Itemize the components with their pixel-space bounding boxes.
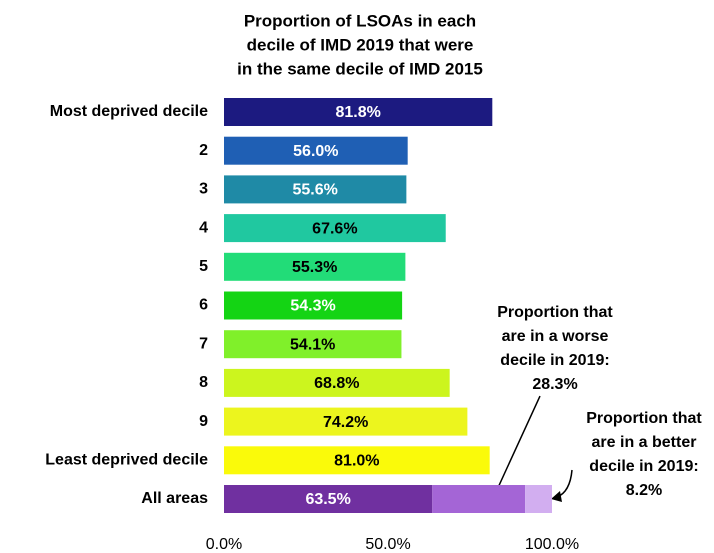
bar [224,252,406,281]
y-tick-label: 8 [199,374,208,391]
value-label: 54.3% [290,298,335,315]
x-tick-label: 0.0% [206,536,242,553]
value-label: 81.0% [334,453,379,470]
y-tick-label: All areas [141,490,208,507]
value-label: 55.3% [292,259,337,276]
bar [224,446,490,475]
bar [224,368,450,397]
x-tick-label: 100.0% [525,536,579,553]
y-tick-label: Least deprived decile [45,452,208,469]
bar-segment [525,485,552,513]
bar [224,407,468,436]
annotation: Proportion that [497,304,613,321]
y-tick-label: 3 [199,181,208,198]
value-label: 55.6% [292,182,337,199]
annotation: decile in 2019: [500,352,609,369]
bar-segment [432,485,526,513]
bar [224,291,403,320]
y-tick-label: Most deprived decile [50,103,208,120]
arrowhead [551,491,562,502]
chart-title: decile of IMD 2019 that were [247,35,474,54]
chart-title: in the same decile of IMD 2015 [237,59,483,78]
bar [224,330,402,359]
value-label: 56.0% [293,143,338,160]
y-tick-label: 6 [199,297,208,314]
value-label: 67.6% [312,220,357,237]
annotation: Proportion that [586,410,702,427]
x-tick-label: 50.0% [365,536,410,553]
value-label: 54.1% [290,336,335,353]
annotation: are in a worse [502,328,609,345]
value-label: 81.8% [335,104,380,121]
annotation: are in a better [592,434,697,451]
value-label: 74.2% [323,414,368,431]
annotation-value: 28.3% [532,376,577,393]
bar [224,485,433,513]
y-tick-label: 7 [199,335,208,352]
annotation: decile in 2019: [589,458,698,475]
annotation-value: 8.2% [626,482,662,499]
y-tick-label: 9 [199,413,208,430]
bar [224,136,408,165]
bar [224,175,407,204]
value-label: 68.8% [314,375,359,392]
chart-title: Proportion of LSOAs in each [244,11,476,30]
bar [224,98,493,126]
y-tick-label: 5 [199,258,208,275]
y-tick-label: 4 [199,219,208,236]
y-tick-label: 2 [199,142,208,159]
arrow [495,395,541,493]
bar [224,214,446,243]
value-label: 63.5% [305,491,350,508]
